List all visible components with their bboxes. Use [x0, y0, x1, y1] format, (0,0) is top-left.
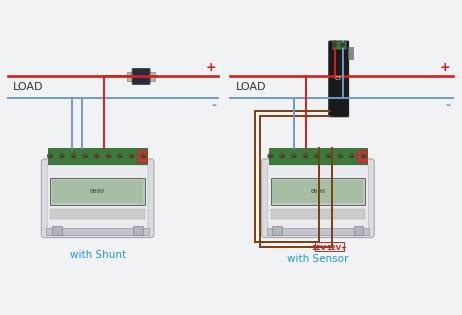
Bar [273, 180, 364, 203]
Bar [358, 150, 367, 162]
Bar [127, 72, 135, 81]
Circle shape [315, 154, 319, 158]
Bar [133, 226, 143, 235]
FancyBboxPatch shape [267, 165, 368, 230]
Circle shape [117, 154, 122, 158]
Circle shape [333, 43, 337, 47]
Circle shape [59, 154, 64, 158]
Bar [147, 72, 155, 81]
Bar [137, 150, 147, 162]
Bar [46, 228, 149, 235]
Circle shape [291, 154, 296, 158]
Bar [267, 228, 369, 235]
Bar [52, 180, 143, 203]
Text: 0000: 0000 [90, 189, 105, 194]
Circle shape [326, 154, 331, 158]
Text: 12V-: 12V- [311, 245, 328, 251]
Circle shape [140, 154, 146, 158]
Circle shape [129, 154, 134, 158]
FancyBboxPatch shape [132, 69, 150, 84]
Text: +: + [206, 60, 216, 73]
Circle shape [83, 154, 87, 158]
Bar [52, 226, 62, 235]
Text: -: - [445, 99, 450, 112]
Circle shape [338, 154, 343, 158]
Bar [50, 178, 145, 205]
Text: CT: CT [335, 77, 342, 81]
Circle shape [48, 154, 53, 158]
Bar [268, 148, 367, 164]
Circle shape [280, 154, 285, 158]
Bar [273, 226, 282, 235]
FancyBboxPatch shape [41, 159, 154, 238]
Circle shape [268, 154, 273, 158]
Text: LOAD: LOAD [236, 82, 267, 92]
Text: 0000: 0000 [310, 189, 325, 194]
Text: LOAD: LOAD [12, 82, 43, 92]
Circle shape [340, 43, 345, 47]
Text: -: - [211, 99, 216, 112]
Bar [332, 41, 346, 49]
Bar [50, 209, 145, 219]
Bar [353, 226, 364, 235]
Bar [347, 47, 353, 59]
Text: with Shunt: with Shunt [70, 250, 126, 260]
Circle shape [361, 154, 366, 158]
Bar [315, 243, 344, 251]
Circle shape [349, 154, 354, 158]
FancyBboxPatch shape [261, 159, 374, 238]
Circle shape [94, 154, 99, 158]
Circle shape [303, 154, 308, 158]
Bar [271, 178, 365, 205]
Bar [48, 148, 147, 164]
Text: +: + [440, 60, 450, 73]
Bar [271, 209, 365, 219]
Circle shape [71, 154, 76, 158]
FancyBboxPatch shape [329, 41, 348, 117]
Circle shape [106, 154, 111, 158]
Text: 12V+: 12V+ [326, 245, 347, 251]
Text: with Sensor: with Sensor [287, 254, 349, 264]
FancyBboxPatch shape [47, 165, 148, 230]
